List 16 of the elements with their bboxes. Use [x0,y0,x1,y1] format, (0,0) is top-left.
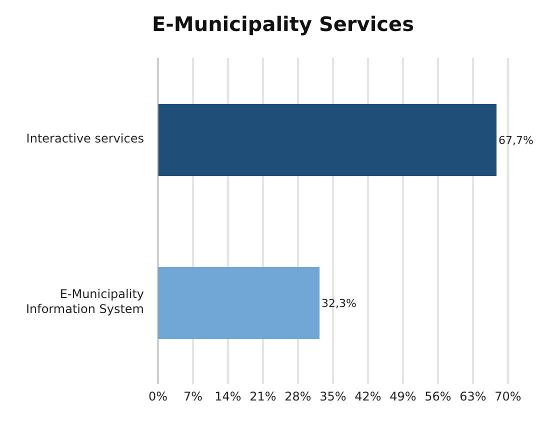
x-tick-label: 70% [494,390,522,404]
y-tick-label: E-Municipality Information System [26,287,144,316]
data-label: 32,3% [322,296,356,310]
x-tick-label: 28% [284,390,312,404]
data-label: 67,7% [498,134,534,147]
x-tick-label: 21% [250,390,276,404]
x-tick-label: 14% [214,390,242,404]
chart-title: E-Municipality Services [150,12,416,36]
y-tick-label: Interactive services [26,132,144,146]
x-tick-label: 42% [354,390,382,404]
x-tick-label: 7% [183,390,203,404]
x-tick-label: 35% [320,390,346,404]
x-tick-label: 49% [390,390,416,404]
x-tick-label: 0% [148,390,168,404]
x-tick-label: 63% [460,390,486,404]
x-tick-label: 56% [424,390,452,404]
